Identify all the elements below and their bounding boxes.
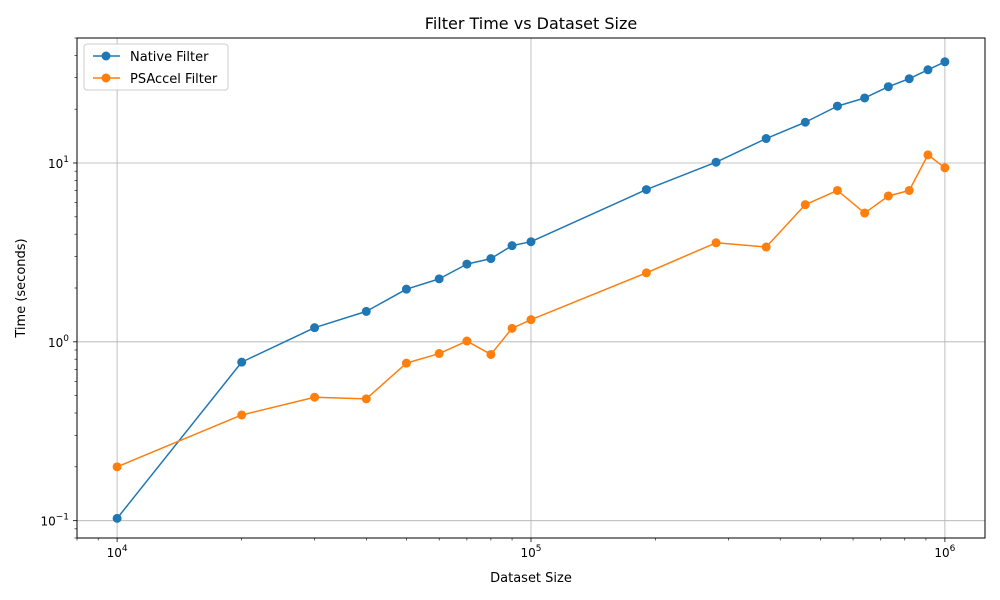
data-point-psaccel-filter xyxy=(361,394,371,404)
data-point-psaccel-filter xyxy=(761,242,771,252)
data-point-native-filter xyxy=(112,513,122,523)
data-point-native-filter xyxy=(507,241,517,251)
data-point-native-filter xyxy=(800,117,810,127)
legend-label-native: Native Filter xyxy=(130,50,209,65)
y-tick-label: 101 xyxy=(48,155,69,171)
legend-label-psaccel: PSAccel Filter xyxy=(130,72,218,87)
series-native-filter xyxy=(112,57,950,523)
x-axis-label: Dataset Size xyxy=(490,571,572,586)
data-point-native-filter xyxy=(526,237,536,247)
data-point-psaccel-filter xyxy=(462,336,472,346)
legend-marker-psaccel xyxy=(101,73,111,83)
data-point-psaccel-filter xyxy=(883,191,893,201)
minor-ticks xyxy=(74,37,927,541)
data-point-psaccel-filter xyxy=(800,200,810,210)
data-point-psaccel-filter xyxy=(310,392,320,402)
data-point-native-filter xyxy=(237,357,247,367)
data-point-psaccel-filter xyxy=(237,410,247,420)
data-point-psaccel-filter xyxy=(112,462,122,472)
data-point-native-filter xyxy=(641,185,651,195)
x-tick-label: 104 xyxy=(107,544,128,560)
y-tick-label: 10−1 xyxy=(40,513,69,529)
data-point-native-filter xyxy=(434,274,444,284)
data-point-psaccel-filter xyxy=(923,150,933,160)
series-layer xyxy=(112,57,950,523)
data-point-native-filter xyxy=(462,259,472,269)
data-point-native-filter xyxy=(486,254,496,264)
data-point-psaccel-filter xyxy=(641,268,651,278)
data-point-native-filter xyxy=(361,306,371,316)
y-tick-label: 100 xyxy=(48,334,69,350)
data-point-native-filter xyxy=(923,65,933,75)
legend: Native Filter PSAccel Filter xyxy=(83,43,229,91)
x-tick-label: 106 xyxy=(934,544,955,560)
data-point-native-filter xyxy=(761,134,771,144)
data-point-native-filter xyxy=(832,101,842,111)
data-point-psaccel-filter xyxy=(526,315,536,325)
x-tick-label: 105 xyxy=(520,544,541,560)
data-point-psaccel-filter xyxy=(507,323,517,333)
data-point-psaccel-filter xyxy=(401,358,411,368)
data-point-native-filter xyxy=(940,57,950,67)
data-point-native-filter xyxy=(401,284,411,294)
data-point-native-filter xyxy=(904,74,914,84)
data-point-psaccel-filter xyxy=(832,185,842,195)
y-axis-ticks: 10−1 100 101 xyxy=(40,155,77,529)
data-point-native-filter xyxy=(711,157,721,167)
data-point-psaccel-filter xyxy=(434,349,444,359)
data-point-native-filter xyxy=(310,323,320,333)
series-line-psaccel-filter xyxy=(116,154,946,468)
x-axis-ticks: 104 105 106 xyxy=(107,538,956,560)
series-psaccel-filter xyxy=(112,150,950,472)
chart-title: Filter Time vs Dataset Size xyxy=(425,14,637,33)
data-point-psaccel-filter xyxy=(486,349,496,359)
data-point-psaccel-filter xyxy=(940,163,950,173)
legend-marker-native xyxy=(101,51,111,61)
grid xyxy=(77,38,985,538)
y-axis-label: Time (seconds) xyxy=(14,238,29,338)
data-point-native-filter xyxy=(860,93,870,103)
data-point-psaccel-filter xyxy=(860,208,870,218)
data-point-psaccel-filter xyxy=(904,185,914,195)
data-point-psaccel-filter xyxy=(711,238,721,248)
data-point-native-filter xyxy=(883,82,893,92)
